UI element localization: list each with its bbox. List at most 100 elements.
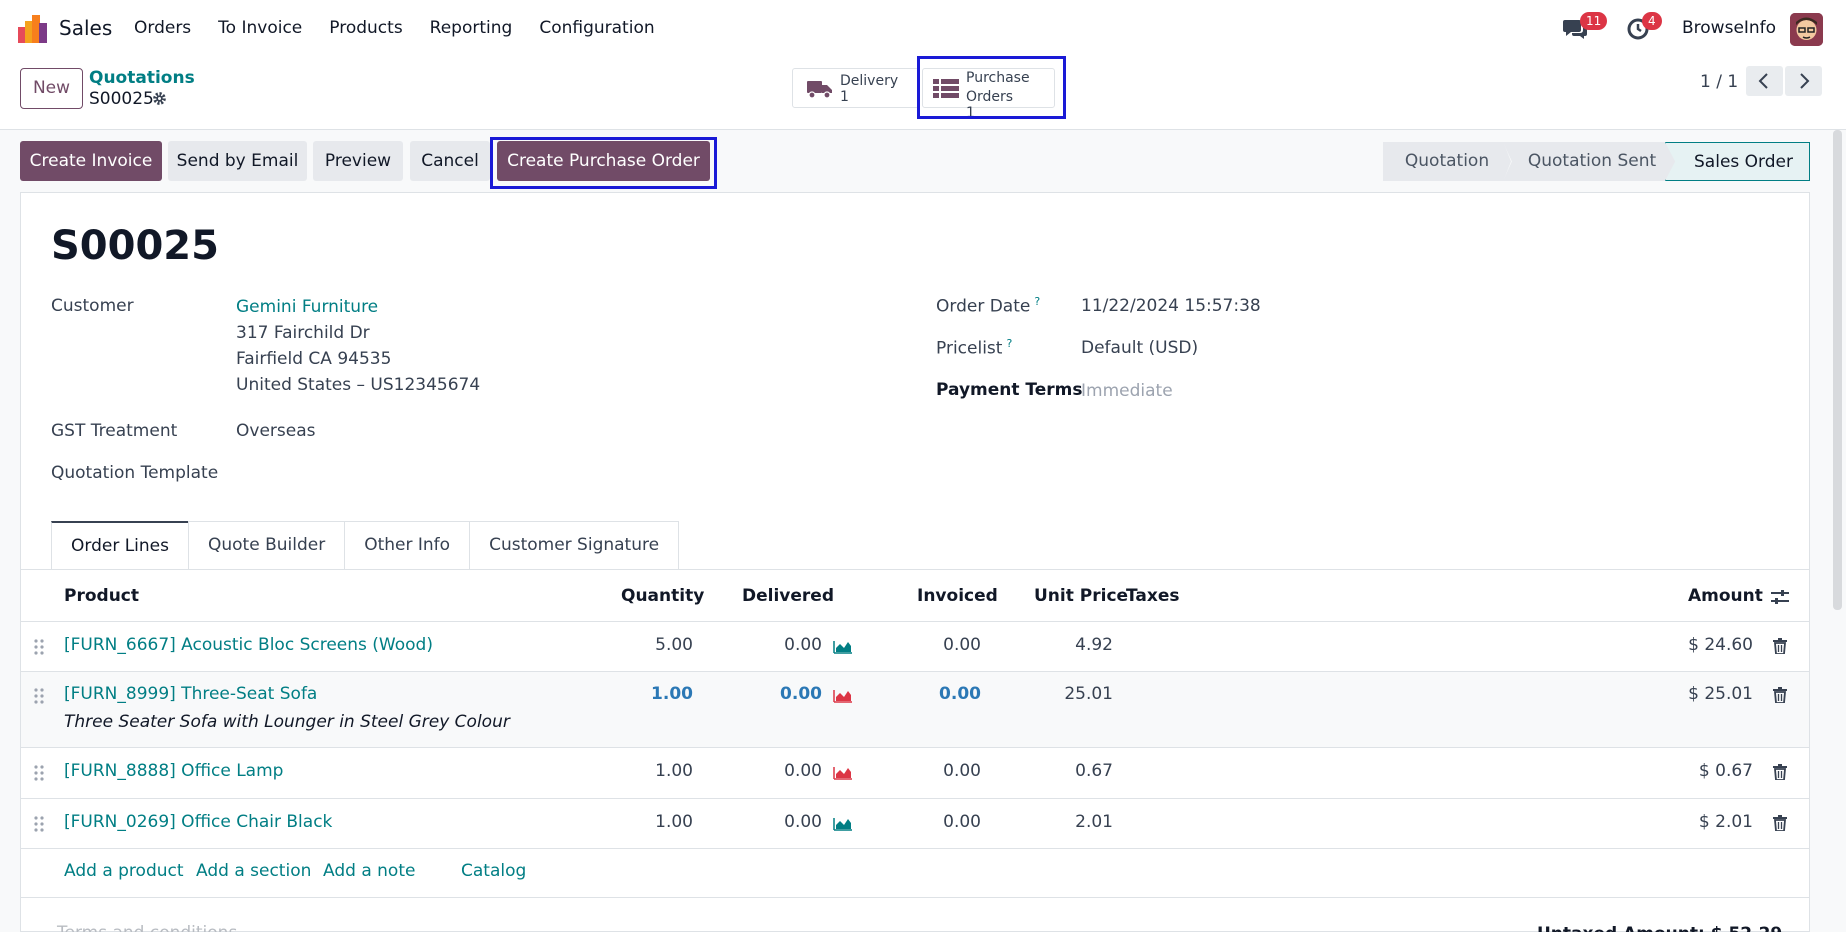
line-quantity[interactable]: 1.00 bbox=[651, 684, 693, 704]
line-product[interactable]: [FURN_8888] Office Lamp bbox=[64, 761, 284, 781]
create-invoice-button[interactable]: Create Invoice bbox=[20, 141, 162, 181]
line-invoiced: 0.00 bbox=[943, 812, 981, 832]
menu-configuration[interactable]: Configuration bbox=[539, 18, 655, 38]
col-product[interactable]: Product bbox=[64, 586, 139, 606]
line-unit-price[interactable]: 25.01 bbox=[1064, 684, 1113, 704]
order-date-field[interactable]: 11/22/2024 15:57:38 bbox=[1081, 296, 1261, 316]
line-quantity[interactable]: 1.00 bbox=[655, 761, 693, 781]
line-amount: $ 0.67 bbox=[1698, 761, 1753, 781]
pager-value[interactable]: 1 / 1 bbox=[1700, 72, 1739, 92]
col-amount[interactable]: Amount bbox=[1688, 586, 1763, 606]
purchase-orders-smart-button[interactable]: Purchase Orders 1 bbox=[922, 68, 1055, 121]
address-line-2: Fairfield CA 94535 bbox=[236, 349, 392, 369]
add-note-link[interactable]: Add a note bbox=[323, 861, 416, 881]
stage-sales-order[interactable]: Sales Order bbox=[1665, 142, 1810, 181]
line-unit-price[interactable]: 2.01 bbox=[1075, 812, 1113, 832]
table-row[interactable]: [FURN_8888] Office Lamp 1.00 0.00 0.00 0… bbox=[21, 748, 1809, 799]
customer-field[interactable]: Gemini Furniture bbox=[236, 297, 379, 317]
line-delivered: 0.00 bbox=[784, 761, 822, 781]
pager-previous-button[interactable] bbox=[1746, 66, 1783, 96]
col-invoiced[interactable]: Invoiced bbox=[917, 586, 998, 606]
list-icon bbox=[933, 79, 959, 98]
table-row[interactable]: [FURN_0269] Office Chair Black 1.00 0.00… bbox=[21, 799, 1809, 849]
pricelist-label: Pricelist? bbox=[936, 337, 1013, 359]
stage-quotation-sent[interactable]: Quotation Sent bbox=[1503, 142, 1681, 181]
gear-icon[interactable] bbox=[152, 91, 167, 106]
delivery-smart-button[interactable]: Delivery 1 bbox=[792, 68, 919, 108]
untaxed-amount: Untaxed Amount: $ 52.29 bbox=[1537, 924, 1782, 932]
line-quantity[interactable]: 1.00 bbox=[655, 812, 693, 832]
line-quantity[interactable]: 5.00 bbox=[655, 635, 693, 655]
table-row[interactable]: [FURN_6667] Acoustic Bloc Screens (Wood)… bbox=[21, 622, 1809, 672]
send-by-email-button[interactable]: Send by Email bbox=[168, 141, 307, 181]
sales-app-icon[interactable] bbox=[18, 15, 47, 43]
col-quantity[interactable]: Quantity bbox=[621, 586, 705, 606]
purchase-orders-highlight bbox=[917, 56, 1066, 119]
tab-customer-signature[interactable]: Customer Signature bbox=[469, 521, 680, 569]
new-button[interactable]: New bbox=[20, 68, 83, 109]
trash-icon[interactable] bbox=[1773, 687, 1787, 703]
line-delivered: 0.00 bbox=[784, 812, 822, 832]
menu-reporting[interactable]: Reporting bbox=[429, 18, 513, 38]
catalog-link[interactable]: Catalog bbox=[461, 861, 527, 881]
line-amount: $ 2.01 bbox=[1698, 812, 1753, 832]
add-product-link[interactable]: Add a product bbox=[64, 861, 184, 881]
gst-treatment-field[interactable]: Overseas bbox=[236, 421, 316, 441]
purchase-orders-label-2: Orders bbox=[966, 89, 1014, 105]
pricelist-field[interactable]: Default (USD) bbox=[1081, 338, 1199, 358]
delivery-count: 1 bbox=[840, 89, 849, 105]
col-taxes[interactable]: Taxes bbox=[1126, 586, 1180, 606]
address-line-3: United States – US12345674 bbox=[236, 375, 481, 395]
line-product[interactable]: [FURN_0269] Office Chair Black bbox=[64, 812, 333, 832]
line-unit-price[interactable]: 0.67 bbox=[1075, 761, 1113, 781]
form-sheet: S00025 Customer Gemini Furniture 317 Fai… bbox=[20, 192, 1810, 932]
col-unit-price[interactable]: Unit Price bbox=[1034, 586, 1129, 606]
line-unit-price[interactable]: 4.92 bbox=[1075, 635, 1113, 655]
trash-icon[interactable] bbox=[1773, 764, 1787, 780]
lines-bottom-divider bbox=[21, 897, 1809, 898]
forecast-chart-icon[interactable] bbox=[833, 638, 853, 654]
stage-quotation[interactable]: Quotation bbox=[1383, 142, 1511, 181]
trash-icon[interactable] bbox=[1773, 815, 1787, 831]
tab-order-lines[interactable]: Order Lines bbox=[51, 521, 189, 569]
forecast-chart-icon[interactable] bbox=[833, 764, 853, 780]
menu-products[interactable]: Products bbox=[329, 18, 403, 38]
tab-other-info[interactable]: Other Info bbox=[344, 521, 471, 569]
notebook-tabs: Order Lines Quote Builder Other Info Cus… bbox=[51, 521, 680, 569]
company-switcher[interactable]: BrowseInfo bbox=[1682, 18, 1777, 38]
page-scrollbar[interactable] bbox=[1833, 130, 1842, 610]
col-delivered[interactable]: Delivered bbox=[742, 586, 834, 606]
add-section-link[interactable]: Add a section bbox=[196, 861, 312, 881]
app-name[interactable]: Sales bbox=[59, 16, 113, 40]
order-date-help[interactable]: ? bbox=[1034, 295, 1041, 308]
preview-button[interactable]: Preview bbox=[313, 141, 403, 181]
optional-columns-icon[interactable] bbox=[1771, 589, 1789, 605]
user-avatar[interactable] bbox=[1790, 13, 1823, 46]
line-invoiced: 0.00 bbox=[943, 635, 981, 655]
line-product[interactable]: [FURN_6667] Acoustic Bloc Screens (Wood) bbox=[64, 635, 433, 655]
cancel-button[interactable]: Cancel bbox=[410, 141, 490, 181]
drag-handle-icon[interactable] bbox=[34, 687, 44, 705]
table-row[interactable]: [FURN_8999] Three-Seat Sofa Three Seater… bbox=[21, 672, 1809, 748]
drag-handle-icon[interactable] bbox=[34, 764, 44, 782]
create-purchase-order-button[interactable]: Create Purchase Order bbox=[497, 141, 710, 181]
pager-next-button[interactable] bbox=[1785, 66, 1822, 96]
line-delivered: 0.00 bbox=[780, 684, 822, 704]
line-amount: $ 24.60 bbox=[1688, 635, 1753, 655]
menu-to-invoice[interactable]: To Invoice bbox=[218, 18, 303, 38]
tab-quote-builder[interactable]: Quote Builder bbox=[188, 521, 346, 569]
drag-handle-icon[interactable] bbox=[34, 815, 44, 833]
menu-orders[interactable]: Orders bbox=[134, 18, 192, 38]
trash-icon[interactable] bbox=[1773, 638, 1787, 654]
line-product[interactable]: [FURN_8999] Three-Seat Sofa bbox=[64, 684, 318, 704]
control-panel: New Quotations S00025 Delivery 1 Purchas… bbox=[0, 58, 1846, 130]
forecast-chart-icon[interactable] bbox=[833, 815, 853, 831]
line-description[interactable]: Three Seater Sofa with Lounger in Steel … bbox=[64, 712, 510, 732]
payment-terms-field[interactable]: Immediate bbox=[1081, 381, 1173, 401]
terms-conditions-field[interactable]: Terms and conditions... bbox=[57, 923, 254, 932]
drag-handle-icon[interactable] bbox=[34, 638, 44, 656]
create-purchase-order-highlight bbox=[490, 137, 717, 189]
breadcrumb-quotations[interactable]: Quotations bbox=[89, 68, 195, 88]
forecast-chart-icon[interactable] bbox=[833, 687, 853, 703]
pricelist-help[interactable]: ? bbox=[1006, 337, 1013, 350]
